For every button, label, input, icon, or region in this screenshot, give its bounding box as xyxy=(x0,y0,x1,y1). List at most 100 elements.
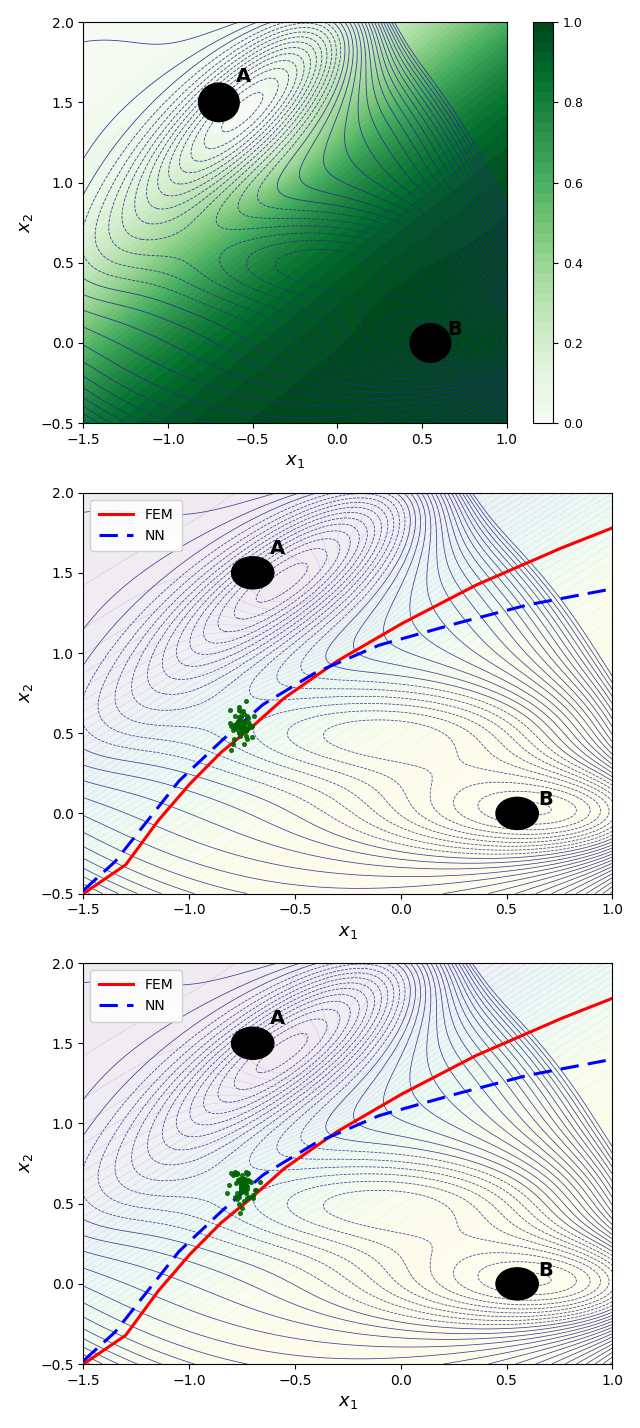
Point xyxy=(236,1180,246,1202)
FEM xyxy=(609,990,616,1007)
Point xyxy=(237,721,247,744)
NN xyxy=(609,580,616,597)
Point xyxy=(231,713,241,735)
Point xyxy=(234,1192,244,1215)
Point xyxy=(239,714,249,737)
Point xyxy=(250,1178,260,1201)
Point xyxy=(241,1174,251,1197)
Point xyxy=(234,714,244,737)
Point xyxy=(243,707,253,730)
Y-axis label: $x_2$: $x_2$ xyxy=(17,1154,35,1174)
Point xyxy=(240,1172,250,1195)
Point xyxy=(232,1187,243,1210)
Point xyxy=(242,1178,252,1201)
Point xyxy=(238,1167,248,1190)
Point xyxy=(236,1168,246,1191)
Text: B: B xyxy=(447,320,462,338)
NN xyxy=(529,1065,537,1082)
Point xyxy=(248,1187,258,1210)
Point xyxy=(234,1168,244,1191)
Point xyxy=(241,724,252,747)
Point xyxy=(236,1180,246,1202)
Point xyxy=(226,714,236,737)
Point xyxy=(236,705,246,728)
Point xyxy=(230,717,241,740)
Point xyxy=(232,1162,242,1185)
Point xyxy=(242,704,252,727)
Point xyxy=(236,1181,246,1204)
Point xyxy=(234,695,244,718)
Point xyxy=(242,1175,252,1198)
Legend: FEM, NN: FEM, NN xyxy=(90,970,182,1021)
NN xyxy=(529,595,537,613)
Circle shape xyxy=(232,1027,274,1060)
Point xyxy=(236,1175,246,1198)
Point xyxy=(232,710,243,733)
Point xyxy=(243,1162,253,1185)
Point xyxy=(228,715,238,738)
Point xyxy=(228,718,238,741)
Circle shape xyxy=(496,1268,538,1299)
Point xyxy=(233,718,243,741)
Point xyxy=(236,1178,246,1201)
NN xyxy=(308,667,316,684)
Point xyxy=(239,1180,249,1202)
Point xyxy=(242,717,252,740)
Point xyxy=(236,1175,246,1198)
Point xyxy=(243,1170,253,1192)
Point xyxy=(232,1161,242,1184)
Point xyxy=(243,1168,253,1191)
Point xyxy=(244,1187,254,1210)
NN xyxy=(320,660,328,677)
Circle shape xyxy=(410,324,451,363)
Y-axis label: $x_2$: $x_2$ xyxy=(17,683,35,703)
Point xyxy=(245,1171,255,1194)
Point xyxy=(251,1180,261,1202)
Point xyxy=(242,1162,252,1185)
Point xyxy=(241,720,251,743)
Line: NN: NN xyxy=(83,1060,612,1361)
Point xyxy=(249,704,259,727)
Point xyxy=(248,1184,259,1207)
FEM xyxy=(553,1012,561,1030)
Point xyxy=(247,714,257,737)
Point xyxy=(222,1182,232,1205)
FEM xyxy=(310,1140,317,1157)
Point xyxy=(241,1161,251,1184)
NN xyxy=(481,607,489,624)
Point xyxy=(234,1170,244,1192)
Point xyxy=(239,1177,250,1200)
FEM xyxy=(308,1141,316,1158)
Point xyxy=(234,710,244,733)
Point xyxy=(228,733,238,755)
Point xyxy=(238,715,248,738)
Point xyxy=(243,1170,253,1192)
Point xyxy=(236,701,246,724)
Point xyxy=(239,733,250,755)
Point xyxy=(237,718,248,741)
Point xyxy=(239,1190,249,1212)
Point xyxy=(230,1161,240,1184)
Point xyxy=(241,1182,252,1205)
Point xyxy=(240,1167,250,1190)
Line: FEM: FEM xyxy=(83,528,612,894)
FEM xyxy=(494,1038,502,1055)
Point xyxy=(226,1161,236,1184)
FEM xyxy=(79,885,87,902)
NN xyxy=(308,1137,316,1154)
Point xyxy=(226,738,236,761)
Point xyxy=(244,713,254,735)
Point xyxy=(228,714,239,737)
NN xyxy=(320,1131,328,1148)
Point xyxy=(234,705,244,728)
Point xyxy=(230,713,241,735)
Point xyxy=(239,703,250,725)
Point xyxy=(237,1197,248,1220)
Text: B: B xyxy=(538,1261,553,1279)
Point xyxy=(232,714,242,737)
X-axis label: $x_1$: $x_1$ xyxy=(338,922,358,941)
Point xyxy=(239,717,249,740)
Point xyxy=(234,1168,244,1191)
Point xyxy=(246,725,257,748)
FEM xyxy=(310,670,317,687)
